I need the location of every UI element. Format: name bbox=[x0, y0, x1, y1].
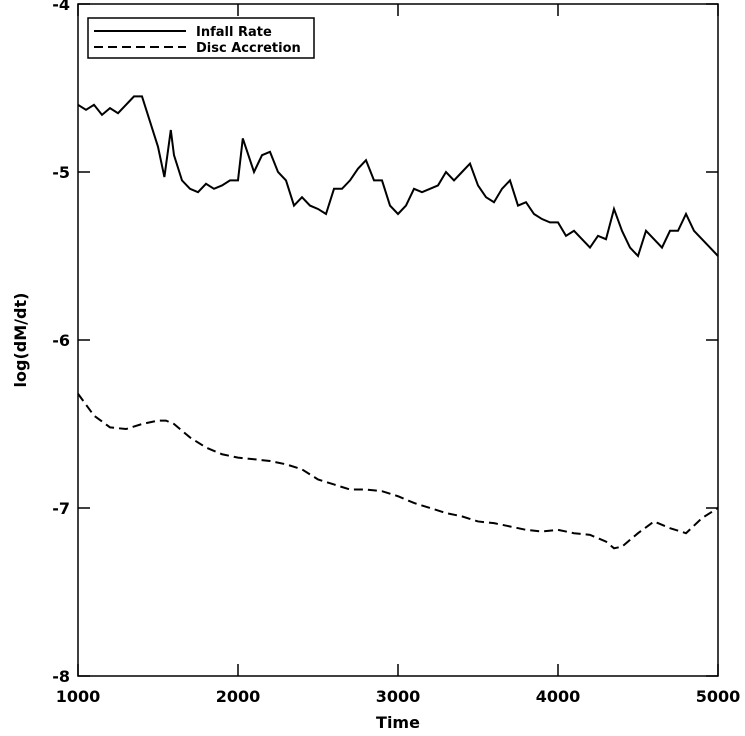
plot-frame bbox=[77, 3, 719, 677]
legend-label: Infall Rate bbox=[196, 25, 272, 40]
x-tick-label: 2000 bbox=[216, 687, 261, 706]
y-tick-label: -7 bbox=[52, 499, 70, 518]
legend-box bbox=[87, 17, 315, 59]
y-tick-label: -8 bbox=[52, 667, 70, 686]
x-tick-label: 1000 bbox=[56, 687, 101, 706]
y-tick-label: -5 bbox=[52, 163, 70, 182]
x-tick-label: 3000 bbox=[376, 687, 421, 706]
y-tick-label: -4 bbox=[52, 0, 70, 14]
x-axis-label: Time bbox=[376, 713, 420, 732]
series-line bbox=[77, 95, 719, 258]
x-tick-label: 4000 bbox=[536, 687, 581, 706]
x-tick-label: 5000 bbox=[696, 687, 741, 706]
y-axis-label: log(dM/dt) bbox=[11, 293, 30, 388]
legend-label: Disc Accretion bbox=[196, 41, 301, 56]
y-tick-label: -6 bbox=[52, 331, 70, 350]
series-line bbox=[77, 393, 719, 550]
